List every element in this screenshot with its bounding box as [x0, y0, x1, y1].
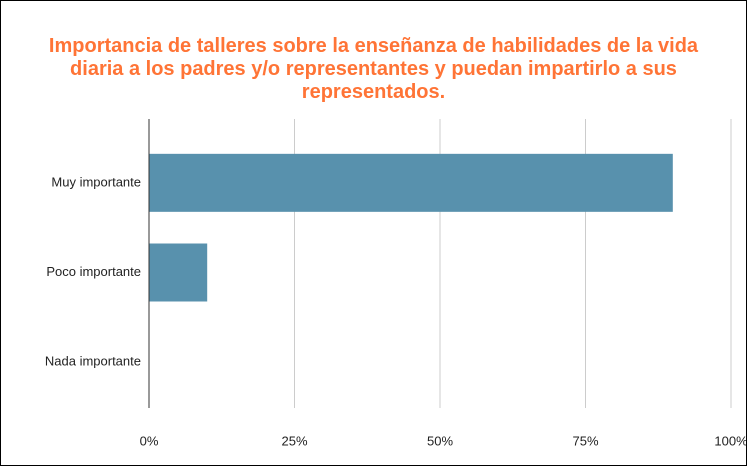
bar [149, 243, 208, 302]
x-tick-label: 100% [714, 433, 746, 448]
x-tick-label: 0% [140, 433, 159, 448]
y-tick-label: Muy importante [51, 174, 141, 189]
y-tick-label: Poco importante [46, 264, 141, 279]
y-tick-label: Nada importante [45, 354, 141, 369]
chart-title: Importancia de talleres sobre la enseñan… [48, 35, 699, 103]
x-tick-label: 25% [281, 433, 307, 448]
x-tick-label: 50% [427, 433, 453, 448]
x-tick-label: 75% [572, 433, 598, 448]
bar [149, 153, 673, 212]
